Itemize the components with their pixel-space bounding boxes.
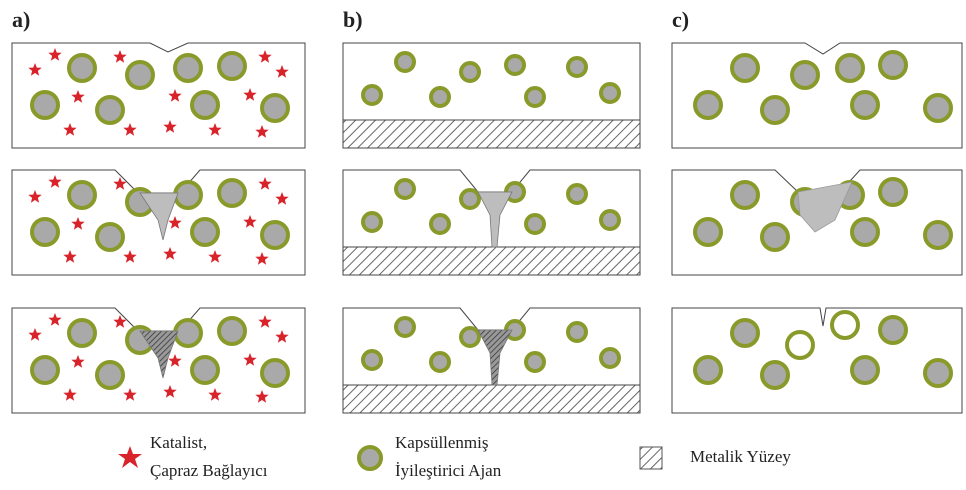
- capsule: [925, 95, 951, 121]
- capsule: [363, 86, 381, 104]
- capsule: [32, 357, 58, 383]
- capsule: [32, 92, 58, 118]
- capsule: [695, 92, 721, 118]
- legend-text: İyileştirici Ajan: [395, 461, 502, 480]
- capsule: [601, 84, 619, 102]
- panels: [12, 42, 962, 413]
- capsule: [925, 360, 951, 386]
- capsule: [762, 224, 788, 250]
- capsule: [526, 353, 544, 371]
- capsule: [601, 349, 619, 367]
- capsule: [363, 351, 381, 369]
- capsule: [880, 52, 906, 78]
- capsule: [32, 219, 58, 245]
- capsule: [787, 332, 813, 358]
- capsule: [396, 180, 414, 198]
- capsule: [97, 362, 123, 388]
- capsule: [461, 63, 479, 81]
- capsule: [506, 56, 524, 74]
- metal-surface: [343, 247, 640, 275]
- capsule: [832, 312, 858, 338]
- capsule: [219, 53, 245, 79]
- capsule: [175, 320, 201, 346]
- capsule: [69, 182, 95, 208]
- capsule: [852, 357, 878, 383]
- capsule: [97, 224, 123, 250]
- capsule: [192, 219, 218, 245]
- capsule: [837, 55, 863, 81]
- capsule: [127, 62, 153, 88]
- legend-text: Kapsüllenmiş: [395, 433, 489, 452]
- legend-metal: [640, 447, 662, 469]
- capsule: [568, 185, 586, 203]
- capsule: [526, 215, 544, 233]
- panel-label: a): [12, 7, 30, 32]
- panel-label: c): [672, 7, 689, 32]
- capsule: [732, 182, 758, 208]
- capsule: [363, 213, 381, 231]
- legend-text: Katalist,: [150, 433, 207, 452]
- capsule: [262, 222, 288, 248]
- capsule: [262, 95, 288, 121]
- capsule: [925, 222, 951, 248]
- capsule: [792, 62, 818, 88]
- capsule: [695, 219, 721, 245]
- diagram: a) b) c) Katalist, Çapraz Bağlayıcı Kaps…: [0, 0, 966, 490]
- capsule: [97, 97, 123, 123]
- capsule: [262, 360, 288, 386]
- capsule: [461, 190, 479, 208]
- capsule: [461, 328, 479, 346]
- capsule: [762, 97, 788, 123]
- capsule: [192, 357, 218, 383]
- capsule: [431, 353, 449, 371]
- capsule: [192, 92, 218, 118]
- metal-surface: [343, 120, 640, 148]
- capsule: [880, 179, 906, 205]
- capsule: [431, 215, 449, 233]
- capsule: [175, 182, 201, 208]
- capsule: [732, 320, 758, 346]
- legend-text: Metalik Yüzey: [690, 447, 791, 466]
- capsule: [396, 318, 414, 336]
- capsule: [695, 357, 721, 383]
- legend-capsule: [359, 447, 381, 469]
- capsule: [601, 211, 619, 229]
- capsule: [762, 362, 788, 388]
- capsule: [219, 180, 245, 206]
- capsule: [396, 53, 414, 71]
- panel-label: b): [343, 7, 363, 32]
- capsule: [852, 92, 878, 118]
- capsule: [69, 55, 95, 81]
- legend-star: [118, 446, 142, 468]
- metal-surface: [343, 385, 640, 413]
- legend-text: Çapraz Bağlayıcı: [150, 461, 268, 480]
- capsule: [69, 320, 95, 346]
- capsule: [175, 55, 201, 81]
- capsule: [852, 219, 878, 245]
- capsule: [219, 318, 245, 344]
- capsule: [880, 317, 906, 343]
- capsule: [431, 88, 449, 106]
- capsule: [568, 323, 586, 341]
- capsule: [568, 58, 586, 76]
- capsule: [526, 88, 544, 106]
- capsule: [732, 55, 758, 81]
